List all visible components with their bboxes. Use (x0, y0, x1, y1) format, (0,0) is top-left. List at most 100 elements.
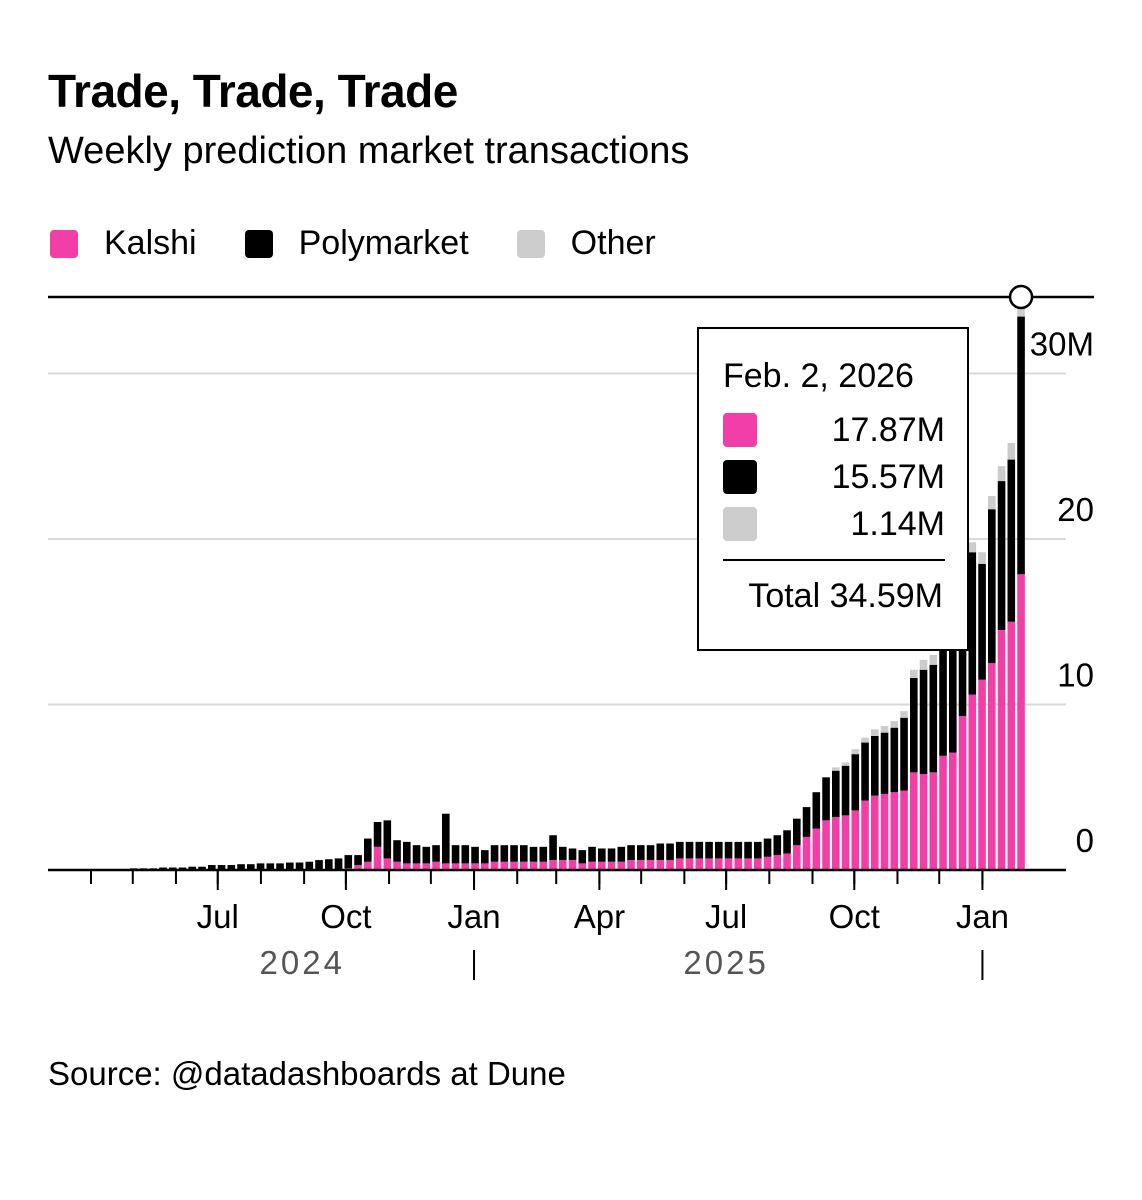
bar-other (880, 726, 889, 733)
bar-kalshi (754, 858, 762, 870)
bar-kalshi (929, 772, 938, 870)
bar-polymarket (481, 850, 489, 864)
bar-kalshi (1007, 621, 1016, 870)
bar-polymarket (676, 841, 684, 859)
bar-polymarket (802, 807, 811, 837)
bar-kalshi (637, 860, 645, 870)
y-tick-label: 10 (1057, 657, 1094, 694)
bar-kalshi (900, 790, 908, 870)
bar-polymarket (705, 841, 713, 859)
bar-kalshi (588, 861, 596, 870)
legend-item-kalshi: Kalshi (50, 224, 197, 263)
bar-polymarket (910, 678, 918, 773)
bar-kalshi (646, 860, 655, 870)
bar-kalshi (442, 863, 450, 870)
bar-polymarket (354, 855, 362, 866)
source-note: Source: @datadashboards at Dune (48, 1055, 566, 1092)
legend-swatch-polymarket (244, 229, 273, 258)
tooltip-row-polymarket: 15.57M (723, 458, 945, 496)
bar-polymarket (773, 835, 782, 856)
bar-kalshi (364, 861, 372, 870)
bar-kalshi (1017, 574, 1025, 870)
y-tick-label: 30M (1030, 326, 1094, 363)
x-tick-label: Jan (956, 898, 1009, 935)
tooltip-swatch-other (723, 507, 757, 541)
hover-marker (1008, 284, 1034, 310)
bar-kalshi (412, 863, 421, 870)
bar-polymarket (861, 742, 869, 801)
bar-polymarket (607, 848, 616, 862)
bar-polymarket (315, 860, 323, 870)
bar-kalshi (422, 863, 431, 870)
bar-other (871, 729, 879, 736)
bar-kalshi (724, 858, 733, 870)
stacked-bar-chart: 0 10 20 30M Jul Oct Jan Apr Jul Oct Jan 2024 2025 (48, 284, 1094, 981)
bar-polymarket (217, 865, 226, 870)
bar-polymarket (247, 864, 255, 870)
y-tick-label: 0 (1076, 822, 1094, 859)
bar-other (851, 749, 860, 755)
bar-kalshi (734, 858, 743, 870)
axes: 0 10 20 30M Jul Oct Jan Apr Jul Oct Jan 2024 2025 (48, 284, 1094, 981)
bar-polymarket (188, 866, 197, 870)
bar-polymarket (364, 838, 372, 862)
bar-polymarket (373, 822, 382, 847)
x-tick-label: Oct (829, 898, 880, 935)
bar-other (988, 495, 996, 510)
x-tick-label: Jul (705, 898, 747, 935)
chart-subtitle: Weekly prediction market transactions (48, 130, 690, 172)
bar-kalshi (841, 815, 850, 870)
bar-polymarket (978, 563, 986, 680)
bar-polymarket (666, 843, 674, 861)
bar-polymarket (471, 846, 479, 864)
tooltip-value-other: 1.14M (850, 505, 946, 543)
bar-kalshi (939, 755, 947, 870)
bar-kalshi (949, 752, 957, 870)
bar-kalshi (705, 858, 713, 870)
bar-kalshi (773, 855, 782, 870)
bar-kalshi (744, 858, 752, 870)
bar-polymarket (412, 845, 421, 864)
bar-other (1007, 443, 1016, 460)
bar-polymarket (1017, 316, 1025, 575)
bar-polymarket (276, 863, 284, 870)
bar-kalshi (822, 820, 830, 870)
bar-kalshi (451, 863, 460, 870)
chart-title: Trade, Trade, Trade (48, 65, 458, 117)
bar-polymarket (724, 841, 733, 859)
legend-label-kalshi: Kalshi (104, 224, 197, 262)
bar-kalshi (471, 863, 479, 870)
bar-polymarket (1007, 459, 1016, 622)
bar-polymarket (919, 669, 928, 775)
y-tick-label: 20 (1057, 491, 1094, 528)
year-label: 2025 (683, 944, 768, 981)
bar-polymarket (744, 841, 752, 859)
tooltip-total: Total 34.59M (748, 577, 943, 615)
bar-polymarket (783, 830, 791, 854)
bar-kalshi (910, 772, 918, 870)
bar-polymarket (325, 859, 333, 870)
bar-kalshi (403, 863, 411, 870)
legend-swatch-kalshi (50, 229, 78, 258)
bar-kalshi (393, 861, 401, 870)
bar-polymarket (627, 845, 635, 861)
bar-polymarket (490, 845, 499, 862)
legend: Kalshi Polymarket Other (50, 224, 704, 263)
bar-polymarket (461, 845, 470, 864)
bar-kalshi (832, 817, 840, 870)
bar-polymarket (646, 845, 655, 861)
bar-kalshi (627, 860, 635, 870)
bar-kalshi (968, 694, 977, 870)
bar-polymarket (286, 862, 294, 870)
bar-other (997, 466, 1006, 482)
tooltip-row-kalshi: 17.87M (723, 411, 945, 449)
bar-polymarket (598, 848, 606, 862)
bar-polymarket (754, 841, 762, 859)
bar-kalshi (666, 860, 674, 870)
bar-kalshi (978, 679, 986, 870)
tooltip-row-other: 1.14M (723, 505, 946, 543)
bar-polymarket (685, 841, 694, 859)
bar-kalshi (715, 858, 723, 870)
bar-other (968, 542, 977, 553)
tooltip-swatch-polymarket (723, 460, 757, 494)
